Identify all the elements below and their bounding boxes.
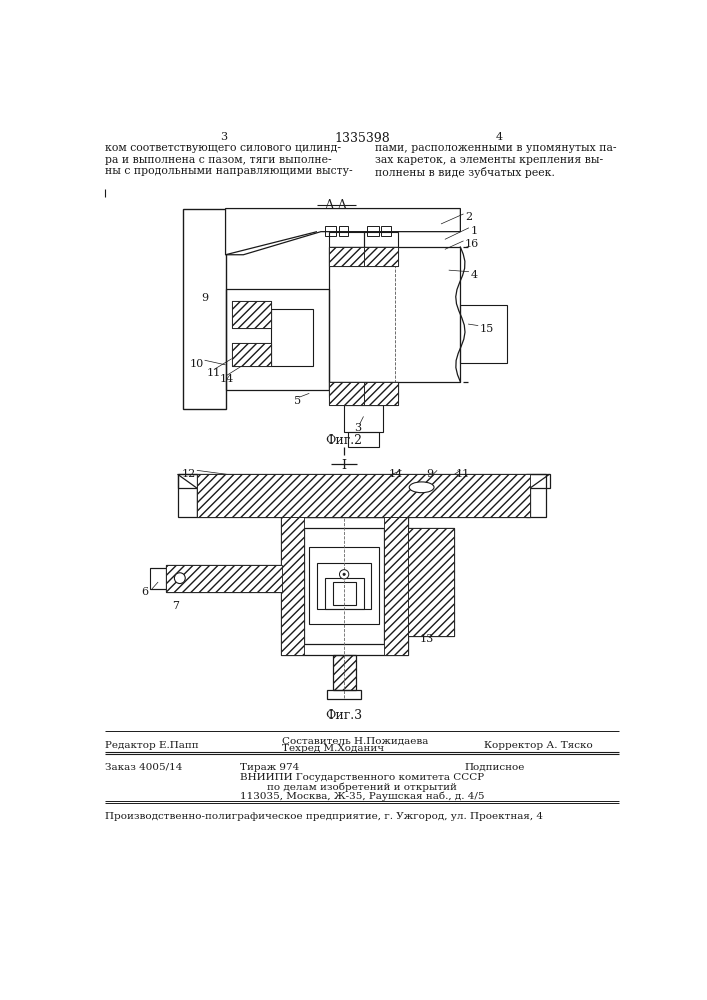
Text: ВНИИПИ Государственного комитета СССР: ВНИИПИ Государственного комитета СССР: [240, 773, 484, 782]
Bar: [232, 343, 271, 366]
Text: Техред М.Ходанич: Техред М.Ходанич: [282, 744, 384, 753]
Bar: [151, 568, 170, 589]
Text: Фиг.3: Фиг.3: [325, 709, 363, 722]
Bar: [329, 247, 363, 266]
Text: 4: 4: [470, 270, 477, 280]
Bar: [197, 474, 530, 517]
Bar: [232, 301, 271, 328]
Bar: [232, 301, 271, 328]
Text: 13: 13: [420, 634, 434, 644]
Bar: [304, 528, 385, 644]
Bar: [363, 247, 398, 266]
Bar: [363, 382, 398, 397]
Text: 12: 12: [182, 469, 196, 479]
Bar: [329, 382, 363, 405]
Text: 10: 10: [190, 359, 204, 369]
Bar: [460, 305, 507, 363]
Text: 2: 2: [465, 212, 472, 222]
Bar: [325, 578, 363, 609]
Text: Тираж 974: Тираж 974: [240, 763, 299, 772]
Text: А-А: А-А: [325, 199, 348, 212]
Bar: [232, 343, 271, 366]
Bar: [329, 232, 363, 247]
Bar: [183, 209, 226, 409]
Bar: [368, 226, 379, 235]
Ellipse shape: [175, 573, 185, 584]
Bar: [344, 405, 383, 432]
Text: Заказ 4005/14: Заказ 4005/14: [105, 763, 183, 772]
Text: пами, расположенными в упомянутых па-
зах кареток, а элементы крепления вы-
полн: пами, расположенными в упомянутых па- за…: [375, 143, 617, 178]
Text: 14: 14: [220, 374, 235, 384]
Polygon shape: [226, 209, 460, 255]
Bar: [177, 474, 197, 517]
Bar: [166, 565, 282, 592]
Bar: [348, 432, 379, 447]
Bar: [327, 690, 361, 699]
Circle shape: [343, 573, 345, 575]
Text: 3: 3: [354, 423, 361, 433]
Bar: [339, 226, 348, 235]
Text: 16: 16: [465, 239, 479, 249]
Bar: [363, 382, 398, 405]
Text: 9: 9: [426, 469, 433, 479]
Bar: [332, 655, 356, 690]
Text: I: I: [341, 459, 346, 472]
Bar: [325, 226, 337, 235]
Text: Подписное: Подписное: [464, 763, 525, 772]
Bar: [363, 247, 398, 266]
Bar: [332, 655, 356, 690]
Text: Производственно-полиграфическое предприятие, г. Ужгород, ул. Проектная, 4: Производственно-полиграфическое предприя…: [105, 812, 544, 821]
Bar: [281, 517, 304, 655]
Bar: [197, 488, 530, 505]
Text: Корректор А. Тяско: Корректор А. Тяско: [484, 741, 592, 750]
Text: 6: 6: [141, 587, 148, 597]
Text: Составитель Н.Пожидаева: Составитель Н.Пожидаева: [282, 737, 428, 746]
Bar: [332, 582, 356, 605]
Bar: [408, 528, 454, 636]
Bar: [329, 247, 363, 266]
Text: 3: 3: [221, 132, 228, 142]
Bar: [309, 547, 379, 624]
Text: 11: 11: [207, 368, 221, 378]
Bar: [197, 505, 530, 517]
Bar: [385, 517, 408, 655]
Bar: [381, 226, 391, 235]
Text: 5: 5: [293, 396, 301, 406]
Text: 1: 1: [470, 226, 477, 236]
Bar: [281, 517, 408, 655]
Circle shape: [339, 570, 349, 579]
Text: 11: 11: [456, 469, 470, 479]
Text: 14: 14: [389, 469, 403, 479]
Ellipse shape: [409, 482, 434, 493]
Text: 9: 9: [201, 293, 208, 303]
Text: ком соответствующего силового цилинд-
ра и выполнена с пазом, тяги выполне-
ны с: ком соответствующего силового цилинд- ра…: [105, 143, 353, 176]
Bar: [226, 289, 329, 389]
Bar: [329, 382, 398, 405]
Text: 113035, Москва, Ж-35, Раушская наб., д. 4/5: 113035, Москва, Ж-35, Раушская наб., д. …: [240, 791, 484, 801]
Bar: [363, 232, 398, 247]
Text: Фиг.2: Фиг.2: [326, 434, 363, 447]
Bar: [177, 474, 549, 488]
Text: 4: 4: [496, 132, 503, 142]
Text: по делам изобретений и открытий: по делам изобретений и открытий: [267, 782, 457, 792]
Text: Редактор Е.Папп: Редактор Е.Папп: [105, 741, 199, 750]
Text: 7: 7: [172, 601, 179, 611]
Bar: [166, 565, 282, 592]
Bar: [271, 309, 313, 366]
Bar: [526, 474, 546, 517]
Text: 15: 15: [480, 324, 494, 334]
Bar: [329, 382, 363, 397]
Bar: [408, 528, 454, 636]
Text: 1335398: 1335398: [334, 132, 390, 145]
Bar: [317, 563, 371, 609]
Bar: [329, 247, 460, 382]
